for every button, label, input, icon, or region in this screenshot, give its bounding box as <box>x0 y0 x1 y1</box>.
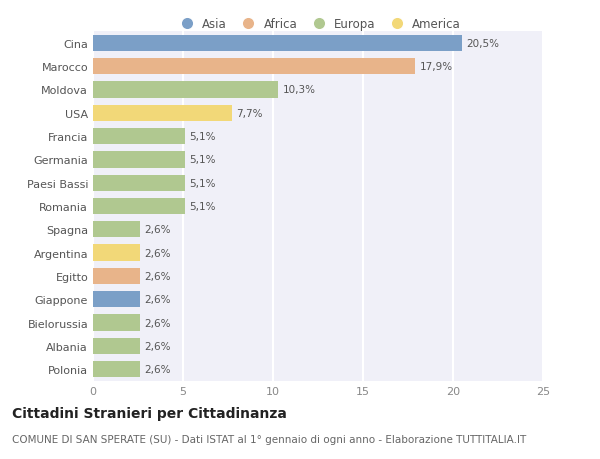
Bar <box>93 268 140 285</box>
Text: 17,9%: 17,9% <box>420 62 453 72</box>
Bar <box>93 82 278 98</box>
Text: 2,6%: 2,6% <box>145 271 171 281</box>
Text: 2,6%: 2,6% <box>145 248 171 258</box>
Bar <box>93 106 232 122</box>
Bar <box>93 315 140 331</box>
Bar <box>93 361 140 377</box>
Bar <box>93 152 185 168</box>
Bar <box>93 36 462 52</box>
Text: 7,7%: 7,7% <box>236 108 263 118</box>
Text: 2,6%: 2,6% <box>145 341 171 351</box>
Text: 5,1%: 5,1% <box>190 132 216 142</box>
Text: 20,5%: 20,5% <box>467 39 499 49</box>
Legend: Asia, Africa, Europa, America: Asia, Africa, Europa, America <box>173 15 463 33</box>
Text: 2,6%: 2,6% <box>145 225 171 235</box>
Bar <box>93 245 140 261</box>
Bar <box>93 59 415 75</box>
Text: COMUNE DI SAN SPERATE (SU) - Dati ISTAT al 1° gennaio di ogni anno - Elaborazion: COMUNE DI SAN SPERATE (SU) - Dati ISTAT … <box>12 434 526 444</box>
Text: 10,3%: 10,3% <box>283 85 316 95</box>
Text: 2,6%: 2,6% <box>145 364 171 375</box>
Bar <box>93 291 140 308</box>
Bar <box>93 129 185 145</box>
Bar <box>93 198 185 215</box>
Bar <box>93 175 185 191</box>
Text: Cittadini Stranieri per Cittadinanza: Cittadini Stranieri per Cittadinanza <box>12 406 287 420</box>
Text: 5,1%: 5,1% <box>190 202 216 212</box>
Text: 5,1%: 5,1% <box>190 178 216 188</box>
Bar <box>93 222 140 238</box>
Text: 2,6%: 2,6% <box>145 318 171 328</box>
Bar <box>93 338 140 354</box>
Text: 5,1%: 5,1% <box>190 155 216 165</box>
Text: 2,6%: 2,6% <box>145 295 171 305</box>
